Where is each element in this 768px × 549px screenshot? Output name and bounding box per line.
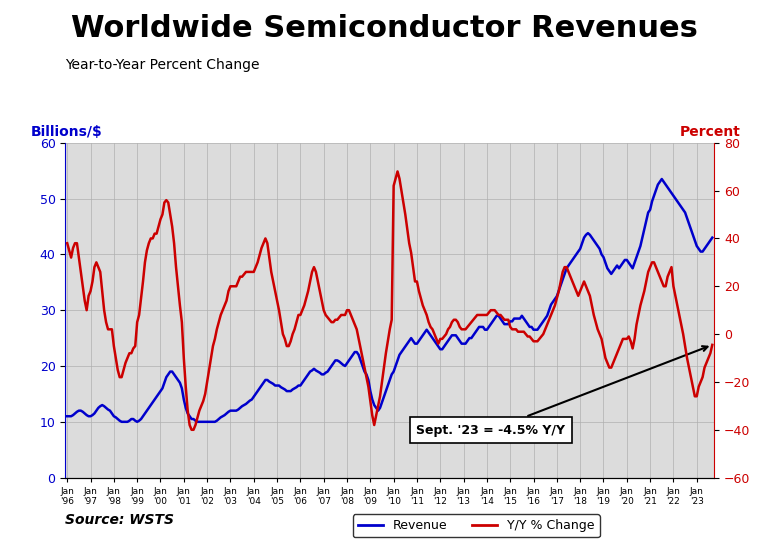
Text: Sept. '23 = -4.5% Y/Y: Sept. '23 = -4.5% Y/Y [416,346,707,436]
Text: Source: WSTS: Source: WSTS [65,513,174,527]
Text: Billions/$: Billions/$ [31,125,102,139]
Legend: Revenue, Y/Y % Change: Revenue, Y/Y % Change [353,514,600,537]
Text: Year-to-Year Percent Change: Year-to-Year Percent Change [65,58,260,72]
Text: Worldwide Semiconductor Revenues: Worldwide Semiconductor Revenues [71,14,697,43]
Text: Percent: Percent [680,125,741,139]
